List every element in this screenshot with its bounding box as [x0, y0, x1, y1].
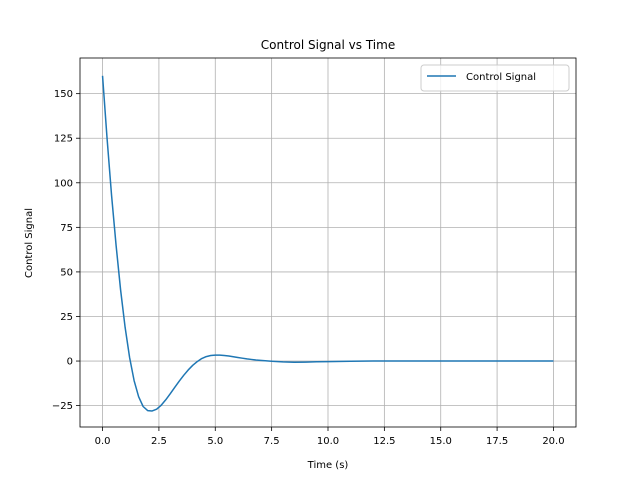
x-tick-label: 5.0 — [207, 436, 223, 447]
x-axis: 0.0 2.5 5.0 7.5 10.0 12.5 15.0 17.5 20.0 — [95, 427, 565, 447]
y-tick-label: 0 — [67, 357, 73, 368]
series-line-control-signal — [101, 75, 554, 412]
y-tick-label: 25 — [60, 312, 73, 323]
y-tick-label: −25 — [52, 401, 73, 412]
y-tick-label: 75 — [60, 223, 73, 234]
x-axis-label: Time (s) — [307, 460, 349, 471]
x-tick-label: 15.0 — [430, 436, 452, 447]
x-tick-label: 17.5 — [486, 436, 508, 447]
y-axis: −25 0 25 50 75 100 125 150 — [52, 89, 80, 412]
x-tick-label: 7.5 — [264, 436, 280, 447]
x-tick-label: 12.5 — [373, 436, 395, 447]
y-axis-label: Control Signal — [24, 208, 35, 278]
x-tick-label: 10.0 — [317, 436, 339, 447]
legend: Control Signal — [420, 64, 570, 92]
y-tick-label: 50 — [60, 267, 73, 278]
x-tick-label: 2.5 — [151, 436, 167, 447]
x-tick-label: 0.0 — [95, 436, 111, 447]
chart-title: Control Signal vs Time — [261, 38, 395, 52]
y-tick-label: 100 — [54, 178, 73, 189]
x-tick-label: 20.0 — [542, 436, 564, 447]
legend-box — [420, 64, 570, 92]
y-tick-label: 150 — [54, 89, 73, 100]
y-tick-label: 125 — [54, 134, 73, 145]
plot-area — [101, 75, 554, 412]
legend-label-control-signal: Control Signal — [466, 72, 536, 83]
